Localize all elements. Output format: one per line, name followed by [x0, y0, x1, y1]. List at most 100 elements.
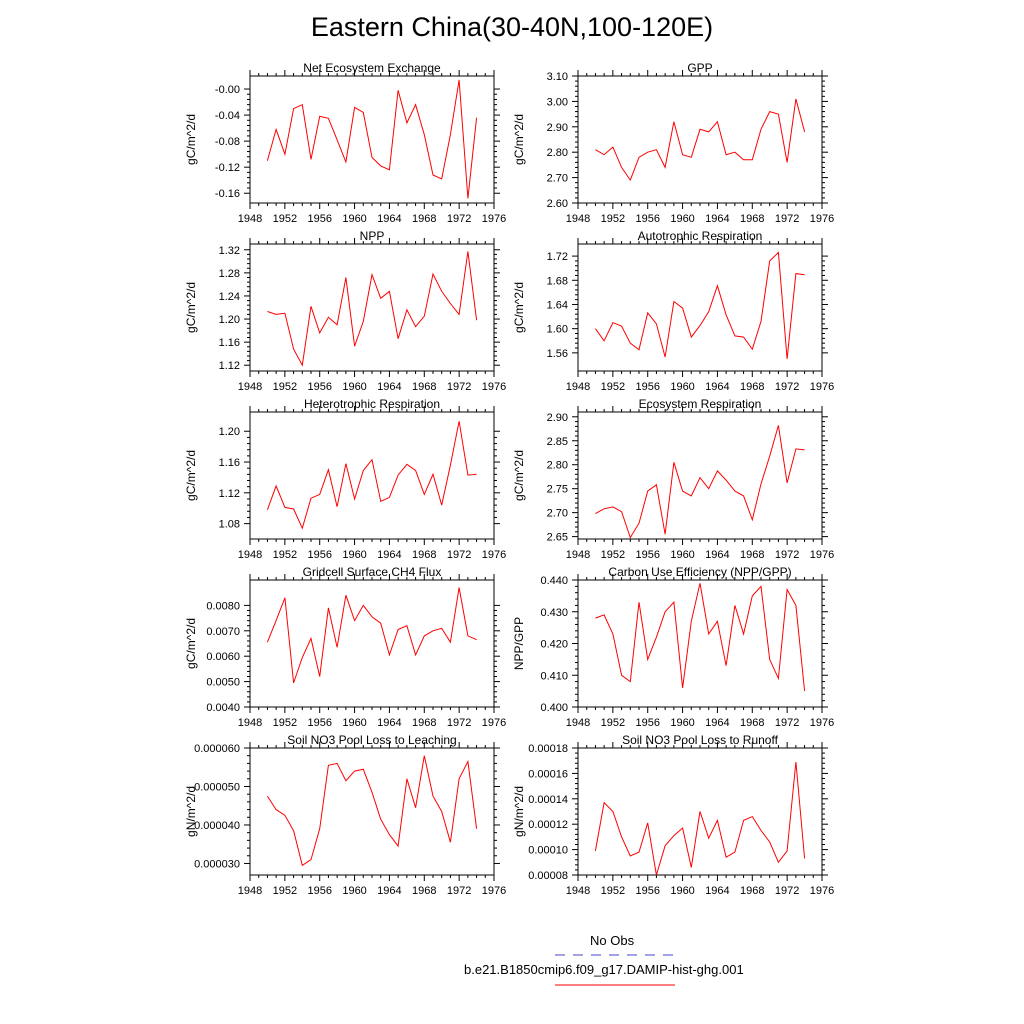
x-tick-label: 1948 — [566, 717, 590, 729]
panel-3: NPP gC/m^2/d 1948 1952 1956 1960 1964 1968 1972 1… — [184, 229, 506, 393]
y-axis-label: gN/m^2/d — [512, 786, 526, 837]
x-tick-label: 1972 — [447, 717, 471, 729]
y-tick-label: 2.85 — [547, 436, 568, 448]
x-tick-label: 1948 — [566, 381, 590, 393]
x-tick-label: 1976 — [810, 381, 834, 393]
x-tick-label: 1976 — [810, 549, 834, 561]
x-tick-label: 1968 — [740, 717, 764, 729]
y-tick-label: 1.12 — [219, 360, 240, 372]
x-tick-label: 1968 — [740, 381, 764, 393]
y-tick-label: 0.0040 — [206, 702, 240, 714]
x-tick-label: 1972 — [775, 381, 799, 393]
x-tick-label: 1968 — [412, 213, 436, 225]
panel-title: GPP — [687, 61, 712, 75]
series-line — [266, 79, 478, 199]
x-tick-label: 1964 — [377, 549, 401, 561]
y-tick-label: 0.000040 — [194, 820, 240, 832]
series-line — [594, 761, 806, 876]
x-tick-label: 1968 — [412, 717, 436, 729]
x-tick-label: 1956 — [307, 213, 331, 225]
y-tick-label: 0.000060 — [194, 743, 240, 755]
panel-9: Soil NO3 Pool Loss to Leaching gN/m^2/d 19… — [184, 733, 506, 897]
x-tick-label: 1956 — [307, 885, 331, 897]
x-tick-label: 1964 — [705, 213, 729, 225]
x-tick-label: 1956 — [307, 549, 331, 561]
x-tick-label: 1964 — [377, 381, 401, 393]
panel-7: Gridcell Surface CH4 Flux gC/m^2/d 1948 195… — [184, 565, 506, 729]
y-tick-label: 1.28 — [219, 268, 240, 280]
panel-title: Heterotrophic Respiration — [304, 397, 440, 411]
x-tick-label: 1976 — [810, 213, 834, 225]
x-tick-label: 1948 — [238, 213, 262, 225]
x-tick-label: 1952 — [601, 381, 625, 393]
y-tick-label: 0.0060 — [206, 651, 240, 663]
plot-frame — [249, 747, 495, 876]
y-tick-label: 2.75 — [547, 484, 568, 496]
y-tick-label: 0.0050 — [206, 677, 240, 689]
panel-title: NPP — [360, 229, 385, 243]
x-tick-label: 1972 — [775, 549, 799, 561]
x-tick-label: 1964 — [377, 213, 401, 225]
series-line — [595, 425, 805, 539]
y-tick-label: 2.65 — [547, 532, 568, 544]
x-tick-label: 1960 — [670, 381, 694, 393]
plot-frame — [249, 75, 495, 204]
x-tick-label: 1956 — [307, 381, 331, 393]
x-tick-label: 1964 — [705, 885, 729, 897]
figure-title: Eastern China(30-40N,100-120E) — [310, 12, 714, 42]
series-line — [266, 755, 478, 867]
panel-10: Soil NO3 Pool Loss to Runoff gN/m^2/d 1948… — [512, 733, 834, 897]
panel-title: Autotrophic Respiration — [638, 229, 763, 243]
panel-title: Soil NO3 Pool Loss to Runoff — [622, 733, 779, 747]
y-tick-label: 0.400 — [540, 702, 568, 714]
series-line — [594, 251, 805, 359]
x-tick-label: 1976 — [810, 717, 834, 729]
x-tick-label: 1960 — [342, 381, 366, 393]
series-line — [595, 583, 806, 692]
y-tick-label: 2.70 — [547, 508, 568, 520]
panel-title: Carbon Use Efficiency (NPP/GPP) — [608, 565, 791, 579]
y-tick-label: 3.10 — [547, 71, 568, 83]
y-tick-label: 0.00014 — [528, 794, 568, 806]
panel-title: Ecosystem Respiration — [639, 397, 762, 411]
y-axis-label: gN/m^2/d — [184, 786, 198, 837]
x-tick-label: 1964 — [377, 885, 401, 897]
x-tick-label: 1976 — [482, 381, 506, 393]
y-tick-label: 2.60 — [547, 198, 568, 210]
y-axis-label: gC/m^2/d — [512, 282, 526, 333]
x-tick-label: 1972 — [447, 213, 471, 225]
x-tick-label: 1948 — [238, 549, 262, 561]
y-tick-label: 0.0080 — [206, 600, 240, 612]
plot-frame — [249, 243, 495, 372]
series-line — [266, 587, 477, 684]
panel-title: Gridcell Surface CH4 Flux — [303, 565, 442, 579]
y-tick-label: -0.12 — [215, 162, 240, 174]
y-tick-label: 1.16 — [219, 337, 240, 349]
x-tick-label: 1952 — [601, 885, 625, 897]
x-tick-label: 1972 — [775, 213, 799, 225]
series-line — [266, 421, 477, 530]
y-axis-label: gC/m^2/d — [512, 114, 526, 165]
series-line — [595, 98, 806, 182]
x-tick-label: 1968 — [412, 885, 436, 897]
y-tick-label: 1.68 — [547, 275, 568, 287]
legend: No Obs b.e21.B1850cmip6.f09_g17.DAMIP-hi… — [400, 930, 830, 1000]
x-tick-label: 1976 — [482, 549, 506, 561]
y-tick-label: 2.90 — [547, 412, 568, 424]
x-tick-label: 1960 — [670, 549, 694, 561]
x-tick-label: 1976 — [810, 885, 834, 897]
y-axis-label: gC/m^2/d — [184, 282, 198, 333]
x-tick-label: 1972 — [775, 717, 799, 729]
y-tick-label: 0.410 — [540, 670, 568, 682]
panel-1: Net Ecosystem Exchange gC/m^2/d 1948 1952 19… — [184, 61, 506, 225]
y-axis-label: NPP/GPP — [512, 617, 526, 670]
y-tick-label: 1.20 — [219, 314, 240, 326]
y-axis-label: gC/m^2/d — [512, 450, 526, 501]
x-tick-label: 1960 — [342, 885, 366, 897]
x-tick-label: 1976 — [482, 213, 506, 225]
x-tick-label: 1964 — [377, 717, 401, 729]
x-tick-label: 1960 — [670, 717, 694, 729]
x-tick-label: 1952 — [273, 885, 297, 897]
x-tick-label: 1948 — [238, 885, 262, 897]
x-tick-label: 1964 — [705, 549, 729, 561]
